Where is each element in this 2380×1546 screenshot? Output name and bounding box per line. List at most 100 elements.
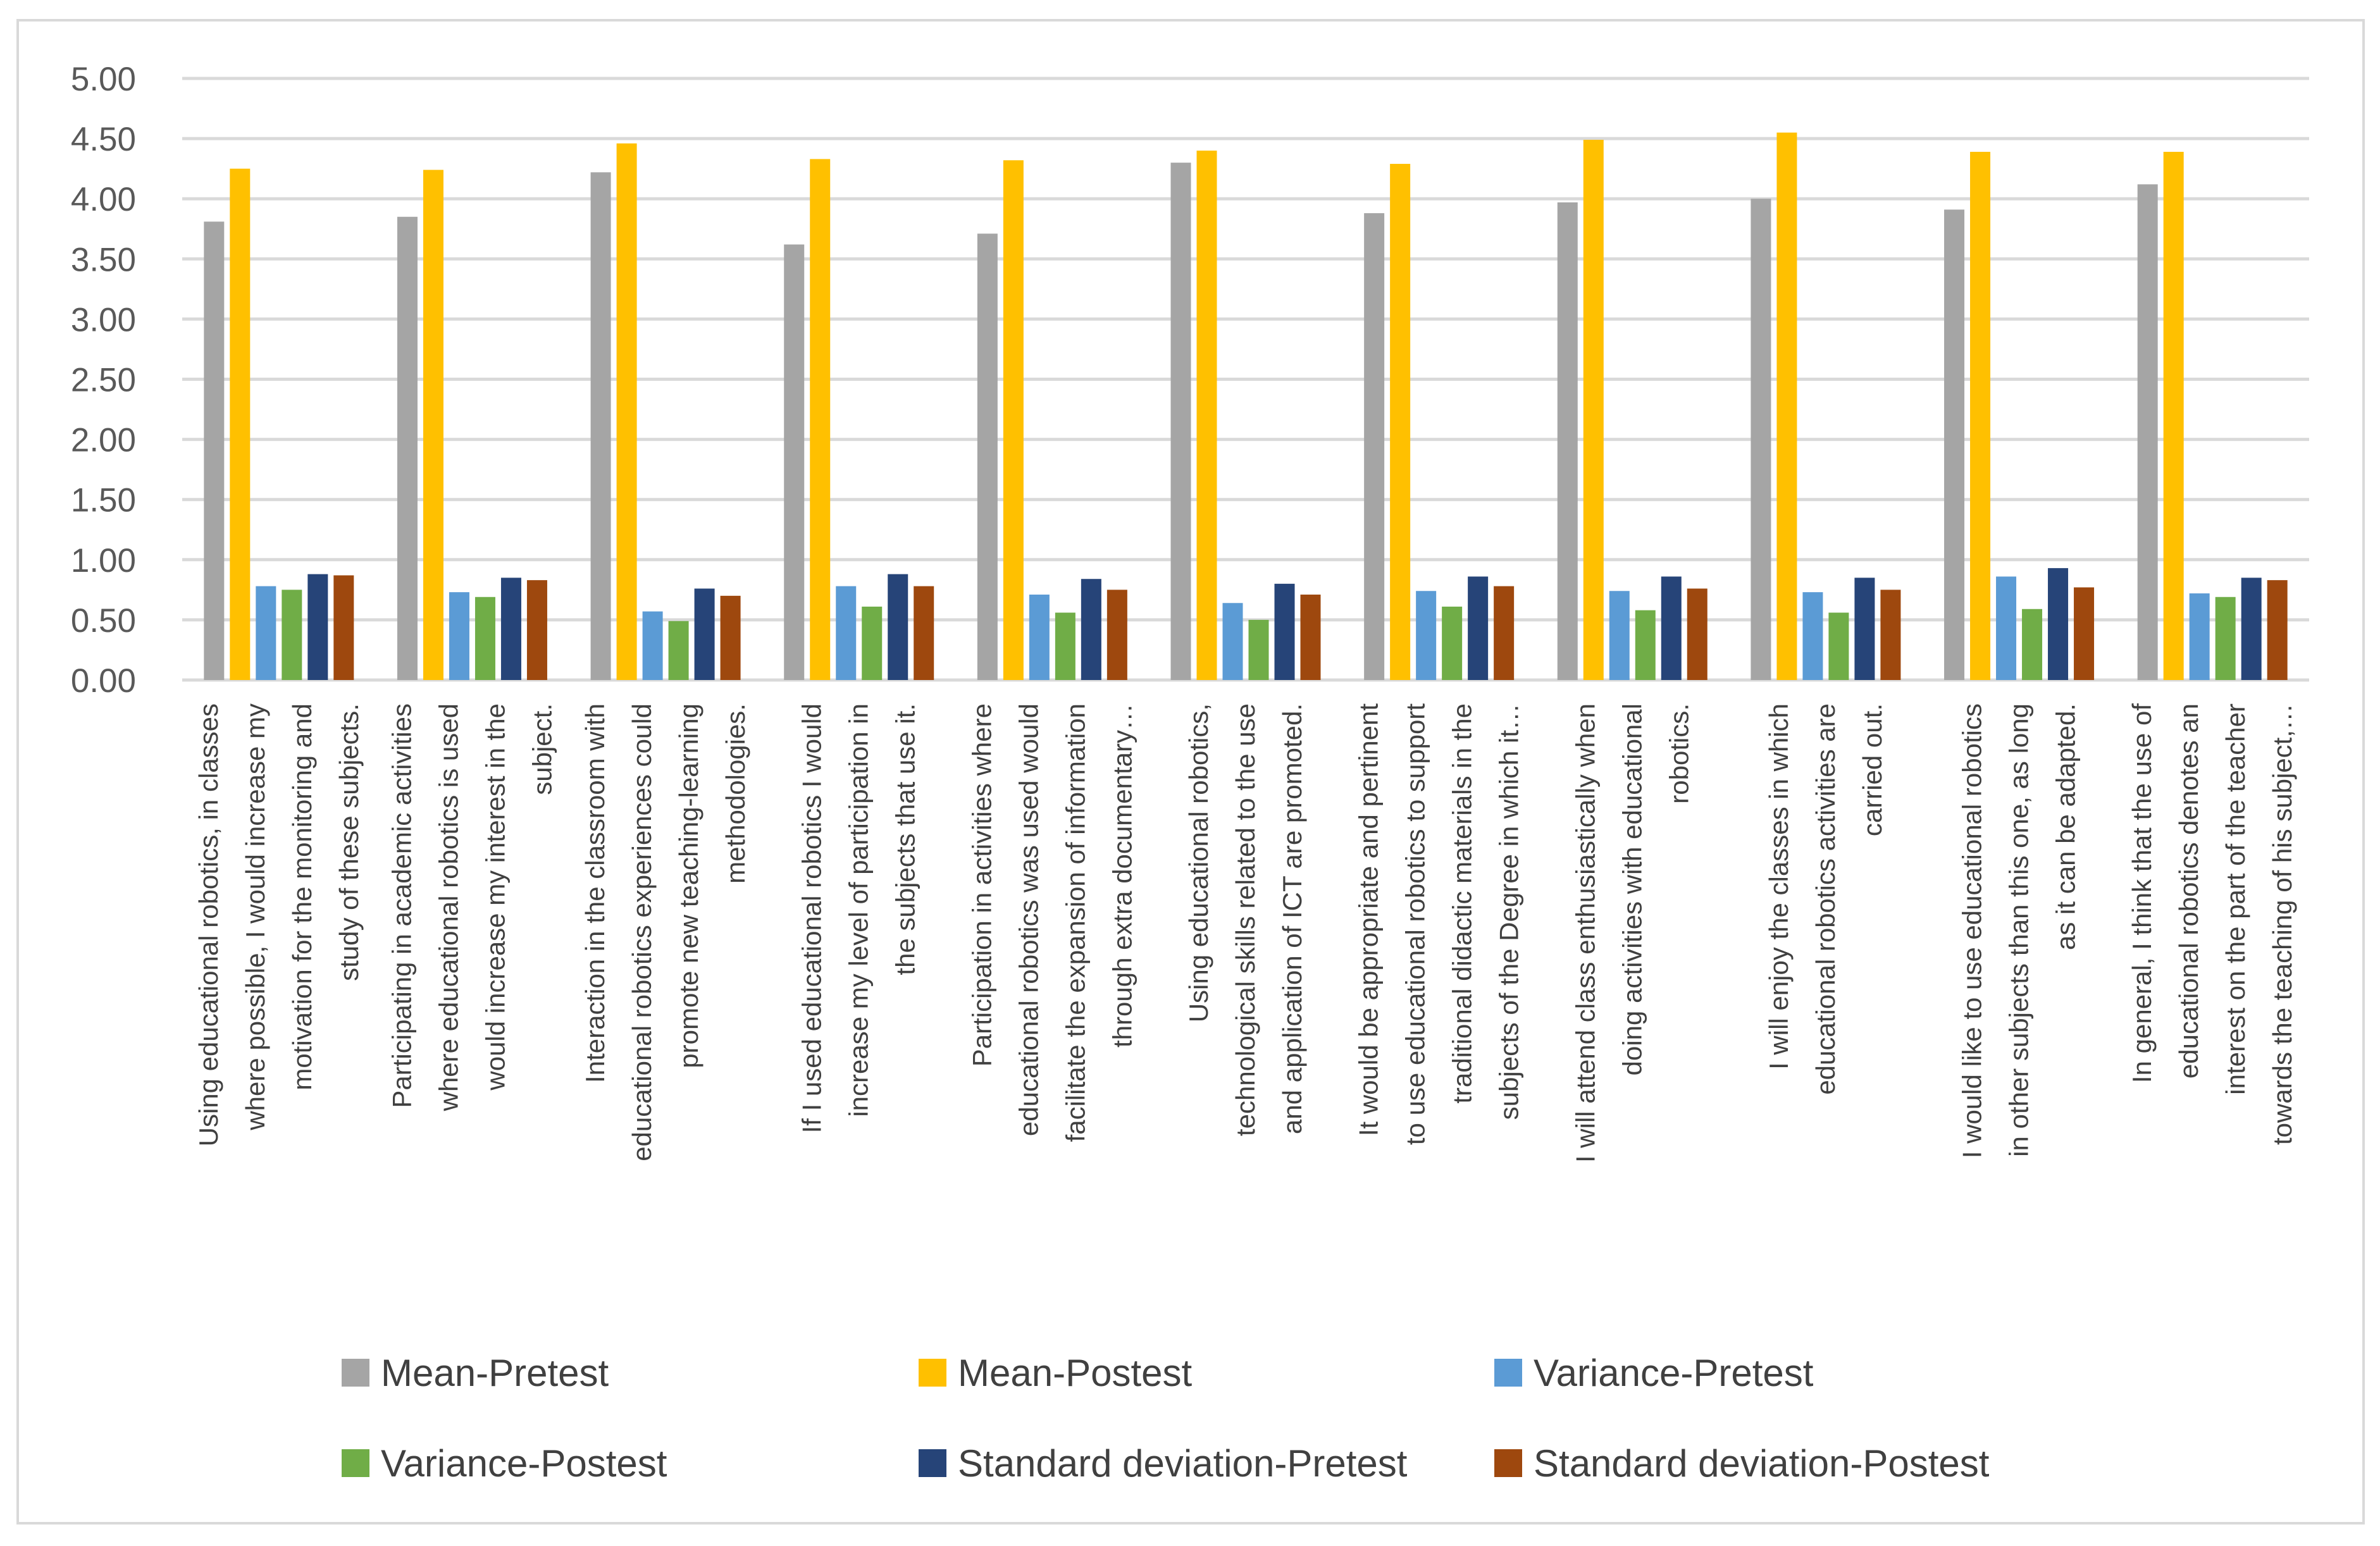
category-label-line: subjects of the Degree in which it… [1494, 703, 1524, 1120]
y-axis-tick-labels: 0.00 0.50 1.00 1.50 2.00 2.50 3.00 3.50 4.00 4.50… [71, 61, 136, 700]
category-label-1: Using educational robotics, in classes wh… [194, 703, 364, 1146]
category-label-line: Participation in activities where [967, 703, 996, 1067]
category-label-line: promote new teaching-learning [674, 703, 703, 1068]
category-label-line: educational robotics was used would [1013, 703, 1043, 1136]
bar-variance-postest-6 [1248, 619, 1269, 680]
category-label-11: In general, I think that the use of educa… [2127, 703, 2297, 1145]
category-label-line: Using educational robotics, in classes [194, 703, 223, 1146]
category-label-line: increase my level of participation in [844, 703, 874, 1117]
bar-variance-pretest-1 [256, 586, 276, 680]
bar-variance-pretest-6 [1222, 603, 1243, 680]
bar-standard-deviation-postest-4 [914, 586, 934, 680]
bar-mean-postest-3 [616, 143, 637, 680]
bar-standard-deviation-postest-5 [1106, 590, 1127, 680]
y-tick-label: 0.00 [71, 662, 136, 700]
legend-label: Mean-Pretest [381, 1352, 609, 1394]
bar-mean-postest-11 [2163, 152, 2184, 681]
bar-mean-postest-9 [1776, 132, 1797, 681]
bar-standard-deviation-pretest-5 [1081, 579, 1101, 680]
legend-swatch [1494, 1449, 1522, 1477]
category-label-line: would increase my interest in the [480, 703, 510, 1091]
category-label-line: I will enjoy the classes in which [1764, 703, 1794, 1070]
bar-mean-postest-8 [1583, 140, 1604, 680]
bar-standard-deviation-postest-3 [720, 595, 741, 680]
legend-item-mean-postest: Mean-Postest [919, 1352, 1192, 1394]
category-label-line: It would be appropriate and pertinent [1354, 703, 1384, 1136]
category-label-line: Interaction in the classroom with [580, 703, 610, 1083]
bar-standard-deviation-pretest-3 [694, 588, 715, 680]
y-tick-label: 4.00 [71, 181, 136, 218]
legend-item-mean-pretest: Mean-Pretest [342, 1352, 609, 1394]
bar-variance-postest-11 [2215, 597, 2236, 680]
bar-variance-postest-5 [1055, 612, 1075, 680]
bar-variance-postest-3 [668, 621, 689, 680]
category-label-line: the subjects that use it. [891, 703, 920, 975]
category-label-line: subject. [527, 703, 557, 795]
bar-standard-deviation-pretest-4 [888, 574, 908, 680]
bar-variance-pretest-2 [449, 592, 469, 680]
legend-swatch [919, 1359, 946, 1387]
y-tick-label: 1.00 [71, 542, 136, 579]
legend-item-standard-deviation-postest: Standard deviation-Postest [1494, 1442, 1990, 1485]
y-tick-label: 0.50 [71, 602, 136, 640]
legend-item-variance-postest: Variance-Postest [342, 1442, 667, 1485]
y-tick-label: 4.50 [71, 121, 136, 158]
category-label-line: methodologies. [721, 703, 750, 884]
y-tick-label: 5.00 [71, 61, 136, 98]
y-tick-label: 3.00 [71, 301, 136, 338]
category-label-line: where possible, I would increase my [240, 703, 270, 1131]
bar-mean-postest-7 [1390, 164, 1411, 680]
bar-mean-postest-5 [1003, 160, 1024, 680]
bar-variance-postest-4 [862, 606, 883, 680]
category-label-line: interest on the part of the teacher [2221, 703, 2250, 1095]
category-label-line: If I used educational robotics I would [797, 703, 827, 1133]
legend: Mean-Pretest Mean-Postest Variance-Pretest… [342, 1352, 1990, 1485]
bar-variance-postest-7 [1442, 606, 1463, 680]
bar-standard-deviation-pretest-9 [1854, 578, 1875, 680]
legend-label: Standard deviation-Postest [1534, 1442, 1990, 1485]
bar-mean-pretest-7 [1364, 213, 1385, 680]
category-label-line: educational robotics denotes an [2174, 703, 2203, 1079]
y-tick-label: 2.50 [71, 362, 136, 399]
bar-standard-deviation-pretest-11 [2241, 578, 2262, 680]
legend-label: Variance-Postest [381, 1442, 667, 1485]
category-label-9: I will enjoy the classes in which educati… [1764, 703, 1887, 1095]
category-label-line: Participating in academic activities [387, 703, 416, 1108]
bar-standard-deviation-pretest-7 [1468, 576, 1489, 680]
bar-mean-pretest-2 [397, 216, 418, 681]
bar-mean-postest-4 [810, 159, 831, 680]
bar-mean-pretest-11 [2137, 184, 2158, 681]
bar-mean-postest-1 [230, 168, 251, 680]
bar-variance-pretest-5 [1029, 594, 1050, 680]
y-tick-label: 3.50 [71, 241, 136, 278]
bar-mean-pretest-1 [204, 221, 225, 680]
category-label-7: It would be appropriate and pertinent to … [1354, 703, 1524, 1145]
category-label-line: educational robotics activities are [1811, 703, 1840, 1095]
category-label-8: I will attend class enthusiastically whe… [1570, 703, 1694, 1163]
bar-variance-postest-1 [282, 590, 302, 680]
bar-mean-pretest-4 [784, 244, 805, 680]
bar-variance-postest-10 [2022, 609, 2043, 680]
category-label-line: carried out. [1857, 703, 1887, 836]
bar-standard-deviation-postest-7 [1494, 586, 1515, 680]
legend-swatch [1494, 1359, 1522, 1387]
bar-standard-deviation-postest-9 [1880, 590, 1901, 680]
category-label-line: where educational robotics is used [433, 703, 463, 1111]
legend-swatch [342, 1359, 369, 1387]
legend-swatch [919, 1449, 946, 1477]
bar-mean-postest-10 [1970, 152, 1991, 681]
bar-variance-pretest-10 [1996, 576, 2017, 680]
bar-mean-pretest-6 [1170, 163, 1191, 680]
category-label-line: facilitate the expansion of information [1060, 703, 1090, 1142]
category-label-6: Using educational robotics, technological… [1184, 703, 1307, 1136]
bar-variance-pretest-9 [1802, 592, 1823, 680]
bar-mean-postest-6 [1196, 151, 1217, 680]
bar-variance-postest-9 [1828, 612, 1849, 680]
category-label-line: I will attend class enthusiastically whe… [1570, 703, 1600, 1163]
bar-standard-deviation-pretest-2 [500, 578, 521, 680]
bar-variance-pretest-7 [1416, 591, 1437, 680]
bar-variance-pretest-8 [1609, 591, 1630, 680]
bar-standard-deviation-postest-6 [1300, 594, 1321, 680]
bar-standard-deviation-pretest-1 [307, 574, 328, 680]
